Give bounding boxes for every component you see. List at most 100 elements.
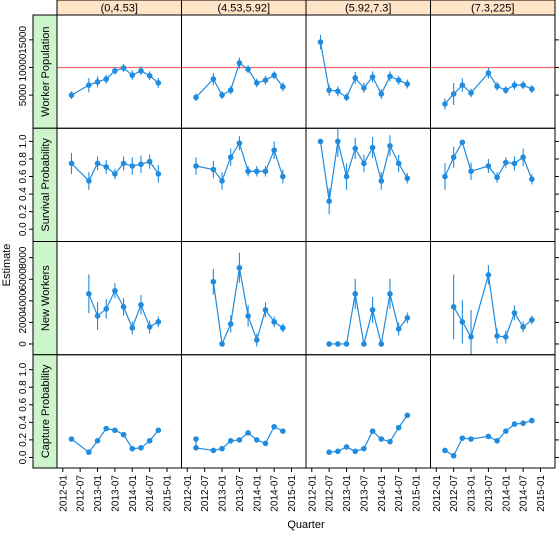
point [138,445,144,451]
x-tick-label: 2015-01 [536,475,547,512]
point [387,73,393,80]
point [459,139,466,146]
y-tick-label: 2000 [18,311,29,334]
point [86,291,92,297]
point [404,81,411,87]
point [502,159,509,166]
point [146,437,153,444]
point [94,313,101,319]
panel-border [305,14,431,129]
point [253,168,260,175]
panel [430,66,555,110]
point [210,447,217,454]
point [94,160,101,167]
panel [210,252,286,347]
point [129,445,136,452]
point [494,83,500,90]
point [219,178,225,184]
panel [181,57,306,102]
point [280,325,286,331]
series-line [444,140,533,180]
y-tick-label: 15000 [18,26,29,54]
x-tick-label: 2012-01 [183,475,194,512]
point [219,92,225,98]
point [378,436,385,442]
panel-border [430,14,556,129]
column-strip-label: (7.3,225] [471,3,514,15]
point [369,144,376,151]
panel [193,136,286,190]
row-strip-label: Worker Population [40,26,52,116]
point [146,158,153,165]
y-tick-label: 0.2 [18,433,29,447]
x-tick-label: 2014-01 [501,475,512,512]
point [271,72,277,79]
row-strip [32,14,58,129]
point [502,428,509,434]
y-tick-label: 10000 [18,53,29,81]
point [494,333,500,339]
point [326,198,332,204]
panel-border [56,14,182,129]
point [520,420,526,427]
y-tick-label: 6000 [18,268,29,291]
series-line [329,414,408,453]
point [468,90,474,96]
point [317,39,324,45]
point [395,77,402,83]
point [485,163,492,169]
point [68,436,75,442]
y-tick-label: 0 [18,341,29,347]
point [236,264,243,271]
point [253,437,260,443]
point [395,160,402,167]
point [227,87,234,93]
point [262,77,269,83]
panel-border [181,14,307,129]
point [210,278,217,285]
panel-border [430,241,556,356]
point [511,160,518,167]
series-line [444,420,533,457]
x-tick-label: 2012-07 [76,475,87,512]
point [112,171,118,177]
panel [86,274,162,335]
point [387,143,393,149]
x-tick-label: 2015-01 [163,475,174,512]
point [442,173,448,180]
x-tick-label: 2012-01 [58,475,69,512]
panel-border [181,127,307,242]
panel [68,425,162,455]
point [146,72,153,79]
point [369,428,376,434]
x-tick-label: 2015-01 [287,475,298,512]
x-tick-label: 2013-01 [342,475,353,512]
point [271,319,277,325]
panel [326,278,411,347]
series-line [71,160,159,182]
point [227,321,234,327]
point [103,425,110,432]
point [193,445,199,451]
x-tick-label: 2014-07 [270,475,281,512]
column-strip-label: (5.92,7.3] [345,3,391,15]
point [502,87,509,93]
point [236,60,243,66]
point [511,421,518,427]
point [129,163,136,169]
point [193,94,199,101]
point [387,291,393,297]
point [227,154,234,161]
point [343,444,350,450]
point [210,76,217,82]
row-strip-label: Capture Probability [40,364,52,458]
y-tick-label: 0.4 [18,415,29,429]
point [245,430,251,436]
point [236,437,243,443]
point [94,437,101,444]
point [378,178,385,184]
point [219,445,225,452]
y-axis-label: Estimate [1,244,13,287]
point [317,138,324,145]
